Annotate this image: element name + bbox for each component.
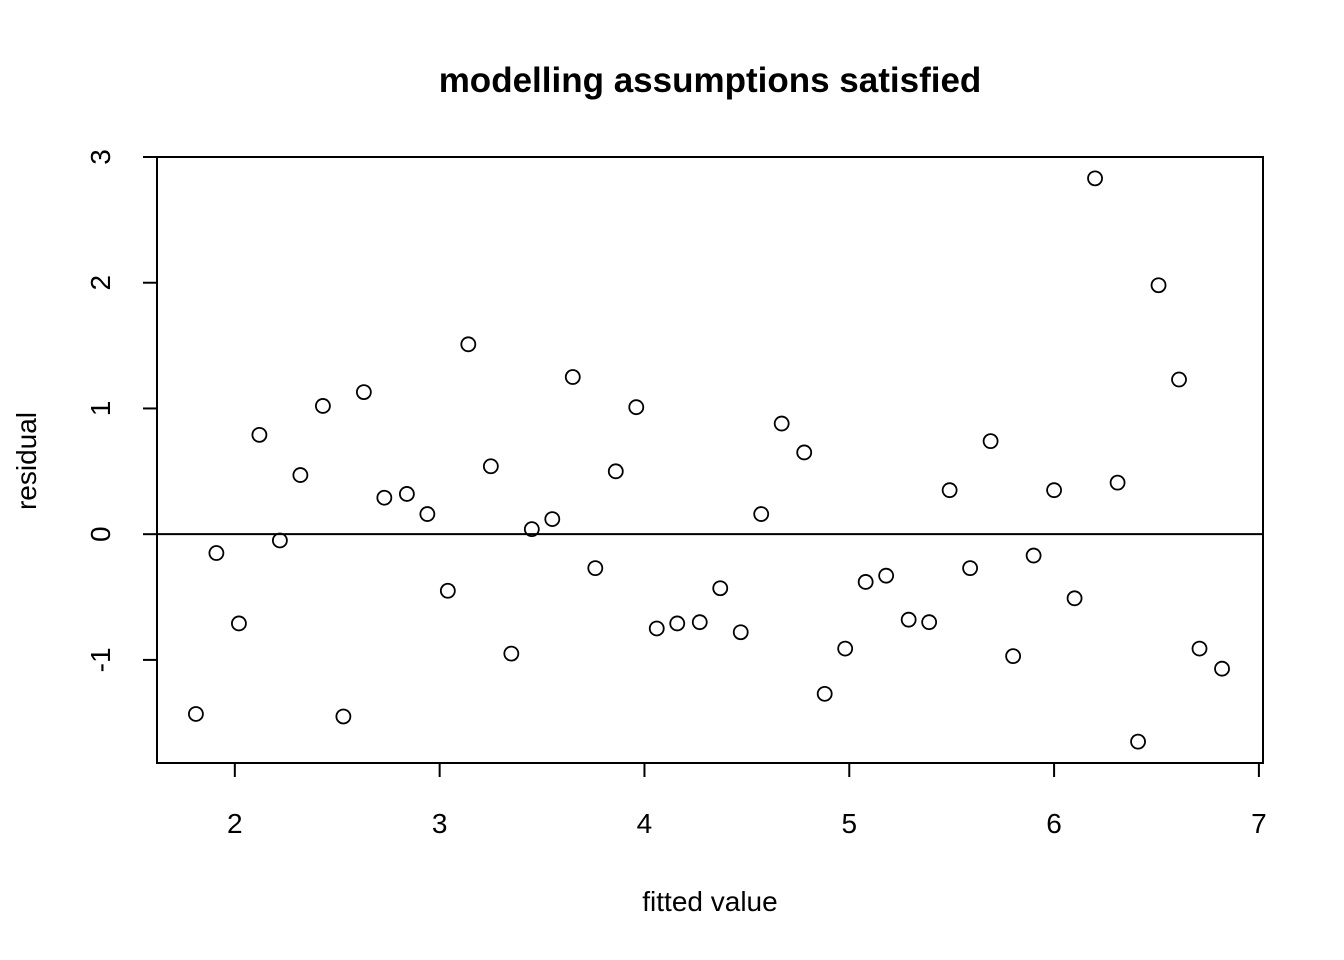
data-point: [1109, 474, 1126, 491]
data-point: [292, 467, 309, 483]
data-point: [628, 399, 645, 416]
data-point: [335, 708, 352, 725]
data-point: [941, 482, 958, 499]
data-point: [376, 489, 393, 506]
plot-frame: [156, 156, 1264, 764]
x-tick-label: 6: [1046, 808, 1062, 839]
data-point: [439, 582, 456, 599]
y-axis-label: residual: [11, 412, 42, 510]
x-axis: 2 3 4 5 6 7: [227, 762, 1267, 839]
data-point: [355, 384, 372, 401]
data-point: [921, 614, 938, 631]
data-point: [796, 444, 813, 461]
data-point: [419, 506, 436, 522]
data-point: [773, 415, 790, 432]
data-point: [544, 511, 561, 527]
data-point: [1087, 170, 1103, 187]
y-tick-label: 1: [85, 401, 116, 417]
data-point: [816, 685, 833, 702]
data-point: [503, 645, 520, 662]
x-tick-label: 5: [841, 808, 857, 839]
y-tick-label: 3: [85, 149, 116, 165]
data-point: [1046, 482, 1062, 499]
data-point: [1214, 660, 1230, 677]
data-point: [482, 458, 499, 475]
data-point: [669, 615, 686, 632]
data-point: [1150, 277, 1167, 294]
data-point: [587, 560, 604, 577]
data-point: [231, 615, 247, 632]
data-point: [564, 369, 581, 385]
data-point: [1130, 733, 1146, 750]
data-point: [188, 706, 204, 722]
data-point: [732, 624, 749, 641]
data-point: [878, 567, 895, 584]
data-point: [314, 398, 331, 414]
data-point: [1191, 640, 1208, 657]
y-tick-label: -1: [85, 647, 116, 672]
x-tick-label: 4: [637, 808, 653, 839]
data-point: [691, 614, 708, 631]
data-point: [460, 336, 477, 353]
y-tick-label: 2: [85, 275, 116, 291]
data-point: [837, 640, 854, 657]
y-axis: -1 0 1 2 3: [85, 149, 158, 672]
data-point: [857, 574, 874, 590]
data-points: [188, 170, 1230, 750]
data-point: [982, 433, 999, 450]
y-tick-label: 0: [85, 526, 116, 542]
data-point: [523, 521, 540, 538]
data-point: [271, 532, 288, 549]
data-point: [753, 506, 770, 522]
chart-title: modelling assumptions satisfied: [439, 61, 982, 100]
data-point: [1171, 371, 1187, 388]
data-point: [962, 560, 979, 577]
x-tick-label: 3: [432, 808, 448, 839]
data-point: [398, 486, 415, 502]
x-tick-label: 2: [227, 808, 243, 839]
data-point: [1066, 590, 1083, 607]
data-point: [251, 426, 268, 443]
data-point: [1025, 547, 1042, 564]
data-point: [208, 545, 225, 561]
data-point: [712, 580, 729, 597]
data-point: [1005, 648, 1022, 665]
x-tick-label: 7: [1251, 808, 1267, 839]
data-point: [900, 611, 917, 628]
x-axis-label: fitted value: [642, 886, 777, 917]
data-point: [607, 463, 624, 480]
data-point: [648, 620, 665, 637]
